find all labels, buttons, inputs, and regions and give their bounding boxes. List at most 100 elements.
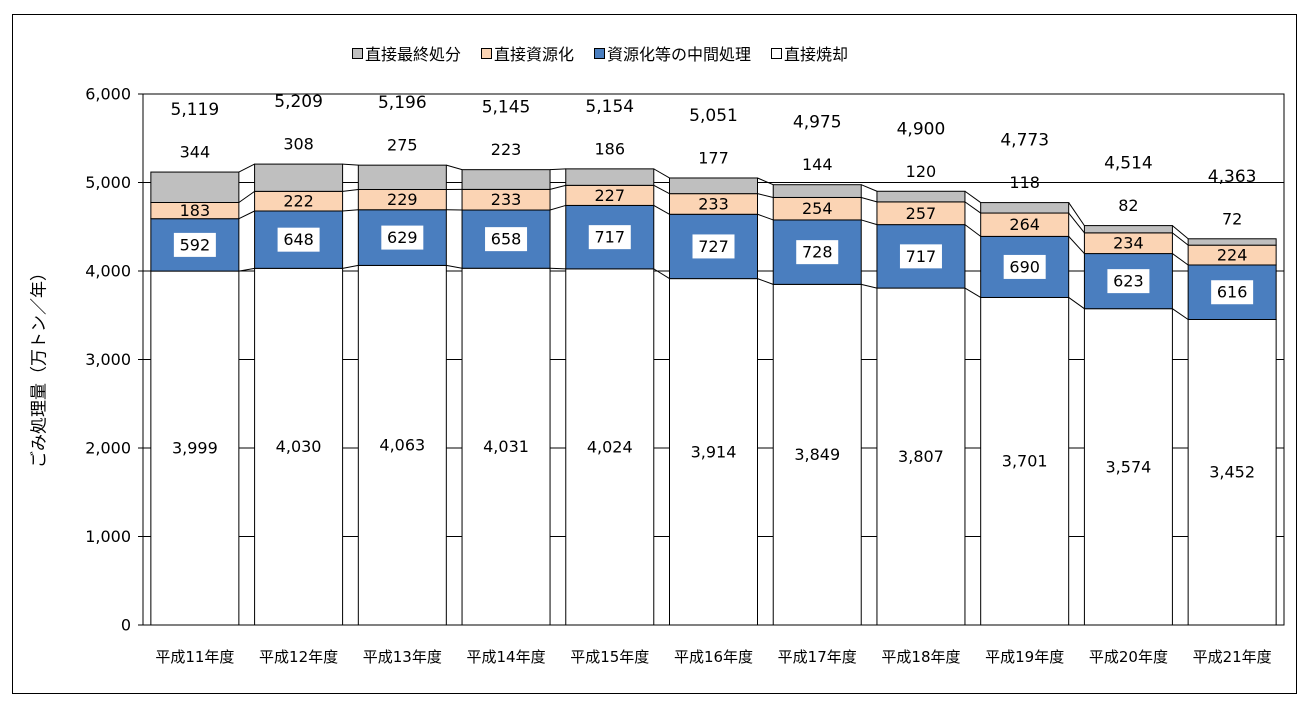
total-label: 4,900 xyxy=(897,119,946,139)
bar-segment xyxy=(669,278,758,626)
data-label-direct-landfill: 186 xyxy=(594,139,625,158)
data-label-direct-incineration: 3,999 xyxy=(172,439,218,458)
series-connector-line xyxy=(757,278,774,285)
data-label-direct-recycling: 257 xyxy=(906,204,937,223)
data-label-direct-recycling: 222 xyxy=(283,192,314,211)
data-label-box xyxy=(173,232,216,257)
series-connector-line xyxy=(342,264,359,269)
legend-item-direct-landfill: 直接最終処分 xyxy=(352,41,461,65)
data-label-box xyxy=(381,225,424,250)
data-label-intermediate-processing: 592 xyxy=(180,235,211,254)
data-label-direct-incineration: 3,574 xyxy=(1106,457,1152,476)
x-tick-label: 平成12年度 xyxy=(259,648,338,666)
bar-segment xyxy=(1187,238,1277,246)
data-label-intermediate-processing: 658 xyxy=(491,230,522,249)
bar-segment xyxy=(772,184,862,198)
series-connector-line xyxy=(238,210,255,220)
series-connector-line xyxy=(653,168,670,179)
legend-swatch-direct-landfill xyxy=(352,47,363,59)
data-label-direct-recycling: 233 xyxy=(491,190,522,209)
data-label-intermediate-processing: 717 xyxy=(594,228,625,247)
series-connector-line xyxy=(861,219,878,226)
data-label-direct-incineration: 4,024 xyxy=(587,437,633,456)
data-label-direct-incineration: 3,914 xyxy=(691,442,737,461)
series-connector-line xyxy=(446,264,463,269)
bar-segment xyxy=(150,171,240,204)
data-label-box xyxy=(899,244,942,269)
total-label: 5,119 xyxy=(171,100,220,120)
series-connector-line xyxy=(964,224,981,237)
x-tick-label: 平成16年度 xyxy=(674,648,753,666)
bar-segment xyxy=(565,168,655,186)
total-label: 4,363 xyxy=(1208,167,1257,187)
series-connector-line xyxy=(342,188,359,192)
data-label-direct-recycling: 227 xyxy=(594,186,625,205)
x-tick-label: 平成18年度 xyxy=(881,648,960,666)
legend-swatch-intermediate-processing xyxy=(594,47,606,59)
total-label: 5,051 xyxy=(689,106,738,126)
x-tick-label: 平成20年度 xyxy=(1089,648,1168,666)
series-connector-line xyxy=(861,283,878,289)
total-label: 4,773 xyxy=(1000,131,1049,151)
y-tick-label: 0 xyxy=(121,616,131,635)
total-label: 5,209 xyxy=(274,92,323,112)
data-label-direct-recycling: 234 xyxy=(1113,234,1144,253)
data-label-direct-recycling: 254 xyxy=(802,199,833,218)
series-connector-line xyxy=(1172,225,1189,240)
bar-segment xyxy=(669,177,758,195)
legend-item-intermediate-processing: 資源化等の中間処理 xyxy=(594,41,751,65)
data-label-box xyxy=(692,234,735,259)
series-connector-line xyxy=(653,268,670,280)
total-label: 5,196 xyxy=(378,93,427,113)
legend-label-direct-incineration: 直接焼却 xyxy=(784,45,849,64)
series-connector-line xyxy=(1172,253,1189,266)
bar-segment xyxy=(1187,318,1277,626)
data-label-direct-landfill: 144 xyxy=(802,155,833,174)
y-tick-label: 1,000 xyxy=(85,527,131,546)
bar-segment xyxy=(1083,225,1173,234)
bar-segment xyxy=(1083,308,1173,626)
bar-segment xyxy=(772,283,862,626)
series-connector-line xyxy=(238,267,255,272)
data-label-direct-incineration: 4,031 xyxy=(483,437,529,456)
bar-segment xyxy=(565,268,655,626)
y-tick-label: 5,000 xyxy=(85,173,131,192)
data-label-direct-landfill: 177 xyxy=(698,148,729,167)
data-label-direct-recycling: 264 xyxy=(1009,215,1040,234)
data-label-intermediate-processing: 717 xyxy=(906,247,937,266)
data-label-direct-landfill: 72 xyxy=(1222,209,1242,228)
data-label-direct-recycling: 233 xyxy=(698,194,729,213)
data-label-direct-incineration: 3,701 xyxy=(1002,452,1048,471)
x-tick-label: 平成11年度 xyxy=(155,648,234,666)
x-tick-label: 平成19年度 xyxy=(985,648,1064,666)
data-label-direct-landfill: 223 xyxy=(491,140,522,159)
data-label-intermediate-processing: 728 xyxy=(802,243,833,262)
data-label-box xyxy=(485,227,528,252)
data-label-box xyxy=(1107,269,1150,294)
data-label-intermediate-processing: 623 xyxy=(1113,272,1144,291)
series-connector-line xyxy=(550,267,566,270)
series-connector-line xyxy=(238,163,255,173)
x-tick-label: 平成15年度 xyxy=(570,648,649,666)
bar-segment xyxy=(876,190,966,203)
legend-item-direct-recycling: 直接資源化 xyxy=(481,41,574,65)
series-connector-line xyxy=(1172,232,1189,246)
data-label-direct-incineration: 4,030 xyxy=(276,437,322,456)
data-label-direct-landfill: 275 xyxy=(387,136,418,155)
x-tick-label: 平成21年度 xyxy=(1193,648,1272,666)
series-connector-line xyxy=(757,177,774,186)
data-label-direct-landfill: 118 xyxy=(1009,173,1040,192)
series-connector-line xyxy=(861,184,878,192)
data-label-box xyxy=(588,225,631,250)
series-connector-line xyxy=(446,164,463,171)
data-label-direct-landfill: 120 xyxy=(906,162,937,181)
legend-label-direct-landfill: 直接最終処分 xyxy=(365,45,462,64)
data-label-direct-incineration: 3,807 xyxy=(898,447,944,466)
series-connector-line xyxy=(653,184,670,195)
data-label-intermediate-processing: 648 xyxy=(283,230,314,249)
series-connector-line xyxy=(238,190,255,203)
series-connector-line xyxy=(964,201,981,214)
legend-label-direct-recycling: 直接資源化 xyxy=(494,45,575,64)
data-label-direct-recycling: 224 xyxy=(1217,246,1248,265)
